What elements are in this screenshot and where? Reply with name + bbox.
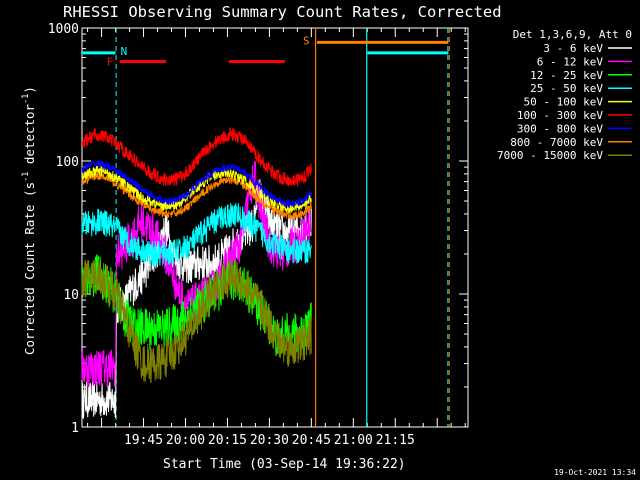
flare-flag-label: F (107, 55, 114, 68)
y-axis-label-sup1: -1 (21, 172, 31, 182)
y-tick-label: 1 (71, 421, 79, 436)
legend-label: 800 - 7000 keV (510, 136, 603, 149)
x-tick-label: 20:00 (166, 433, 205, 448)
y-axis-label-sup2: -1 (21, 94, 31, 104)
legend-label: 50 - 100 keV (524, 96, 604, 109)
x-tick-label: 20:15 (208, 433, 247, 448)
legend-label: 7000 - 15000 keV (497, 149, 603, 162)
x-tick-label: 19:45 (124, 433, 163, 448)
y-axis: 1 10 100 1000 (48, 22, 468, 436)
legend-header: Det 1,3,6,9, Att 0 (513, 28, 632, 41)
saa-flag-label: S (303, 34, 310, 47)
series-line (81, 203, 312, 267)
x-axis-label: Start Time (03-Sep-14 19:36:22) (163, 457, 406, 472)
series-line (81, 259, 312, 383)
series-line (81, 171, 312, 220)
legend-label: 3 - 6 keV (543, 42, 603, 55)
series-layer (81, 127, 312, 420)
legend-label: 300 - 800 keV (517, 122, 603, 135)
y-tick-label: 1000 (48, 22, 79, 37)
chart-title: RHESSI Observing Summary Count Rates, Co… (63, 3, 502, 21)
series-line (81, 127, 312, 187)
legend-label: 100 - 300 keV (517, 109, 603, 122)
y-tick-label: 100 (56, 155, 79, 170)
x-tick-label: 20:45 (292, 433, 331, 448)
y-axis-label-end: ) (22, 86, 37, 94)
series-line (81, 159, 312, 208)
y-axis-label-mid: detector (22, 103, 37, 171)
x-tick-label: 20:30 (250, 433, 289, 448)
night-flag-label: N (121, 45, 128, 58)
status-flags: N S F (82, 28, 450, 427)
legend-label: 25 - 50 keV (530, 82, 603, 95)
x-tick-label: 21:00 (334, 433, 373, 448)
legend-label: 12 - 25 keV (530, 69, 603, 82)
y-axis-label-main: Corrected Count Rate (s (22, 182, 37, 355)
y-tick-label: 10 (63, 288, 79, 303)
x-axis: 19:45 20:00 20:15 20:30 20:45 21:00 21:15 (87, 28, 466, 448)
y-axis-label: Corrected Count Rate (s-1 detector-1) (21, 86, 37, 355)
x-tick-label: 21:15 (376, 433, 415, 448)
legend-label: 6 - 12 keV (537, 55, 604, 68)
generated-timestamp: 19-Oct-2021 13:34 (554, 468, 636, 477)
